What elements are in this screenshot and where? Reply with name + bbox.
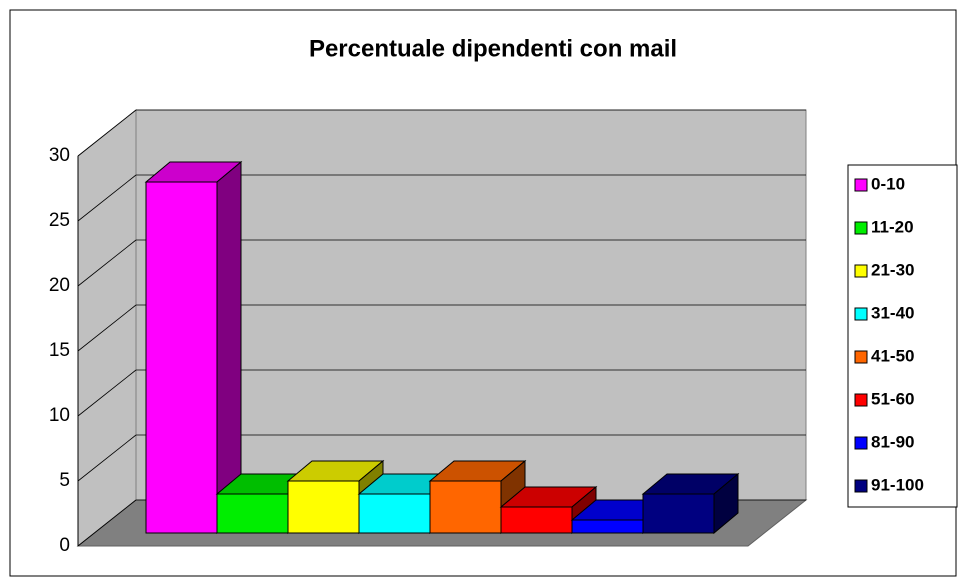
y-tick-label: 30	[49, 145, 70, 166]
grid-line	[77, 499, 137, 547]
grid-line	[77, 239, 137, 287]
y-tick-label: 25	[49, 210, 70, 231]
legend-label: 31-40	[871, 303, 914, 322]
legend-label: 21-30	[871, 260, 914, 279]
bar-front	[429, 480, 502, 534]
bar	[144, 160, 243, 535]
grid-line	[77, 304, 137, 352]
legend-label: 91-100	[871, 475, 924, 494]
legend-swatch	[854, 436, 868, 450]
bar-front	[145, 181, 218, 534]
grid-line	[77, 109, 137, 157]
legend-swatch	[854, 479, 868, 493]
y-tick-label: 5	[59, 470, 70, 491]
legend-swatch	[854, 307, 868, 321]
bar	[215, 472, 314, 535]
legend-swatch	[854, 350, 868, 364]
y-tick-label: 20	[49, 275, 70, 296]
legend-label: 0-10	[871, 174, 905, 193]
y-tick-label: 15	[49, 340, 70, 361]
bar-front	[216, 493, 289, 534]
grid-line	[77, 434, 137, 482]
legend-swatch	[854, 221, 868, 235]
grid-line	[77, 174, 137, 222]
legend-swatch	[854, 178, 868, 192]
y-tick-label: 0	[59, 535, 70, 556]
legend-swatch	[854, 393, 868, 407]
y-tick-label: 10	[49, 405, 70, 426]
bar-front	[358, 493, 431, 534]
legend-label: 51-60	[871, 389, 914, 408]
bar	[641, 472, 740, 535]
legend-swatch	[854, 264, 868, 278]
bar-front	[287, 480, 360, 534]
legend-label: 41-50	[871, 346, 914, 365]
legend-label: 81-90	[871, 432, 914, 451]
legend-label: 11-20	[871, 217, 914, 236]
chart-title: Percentuale dipendenti con mail	[309, 35, 677, 62]
bar-front	[500, 506, 573, 534]
bar-front	[571, 519, 644, 534]
bar-front	[642, 493, 715, 534]
grid-line	[77, 369, 137, 417]
legend	[847, 164, 958, 508]
